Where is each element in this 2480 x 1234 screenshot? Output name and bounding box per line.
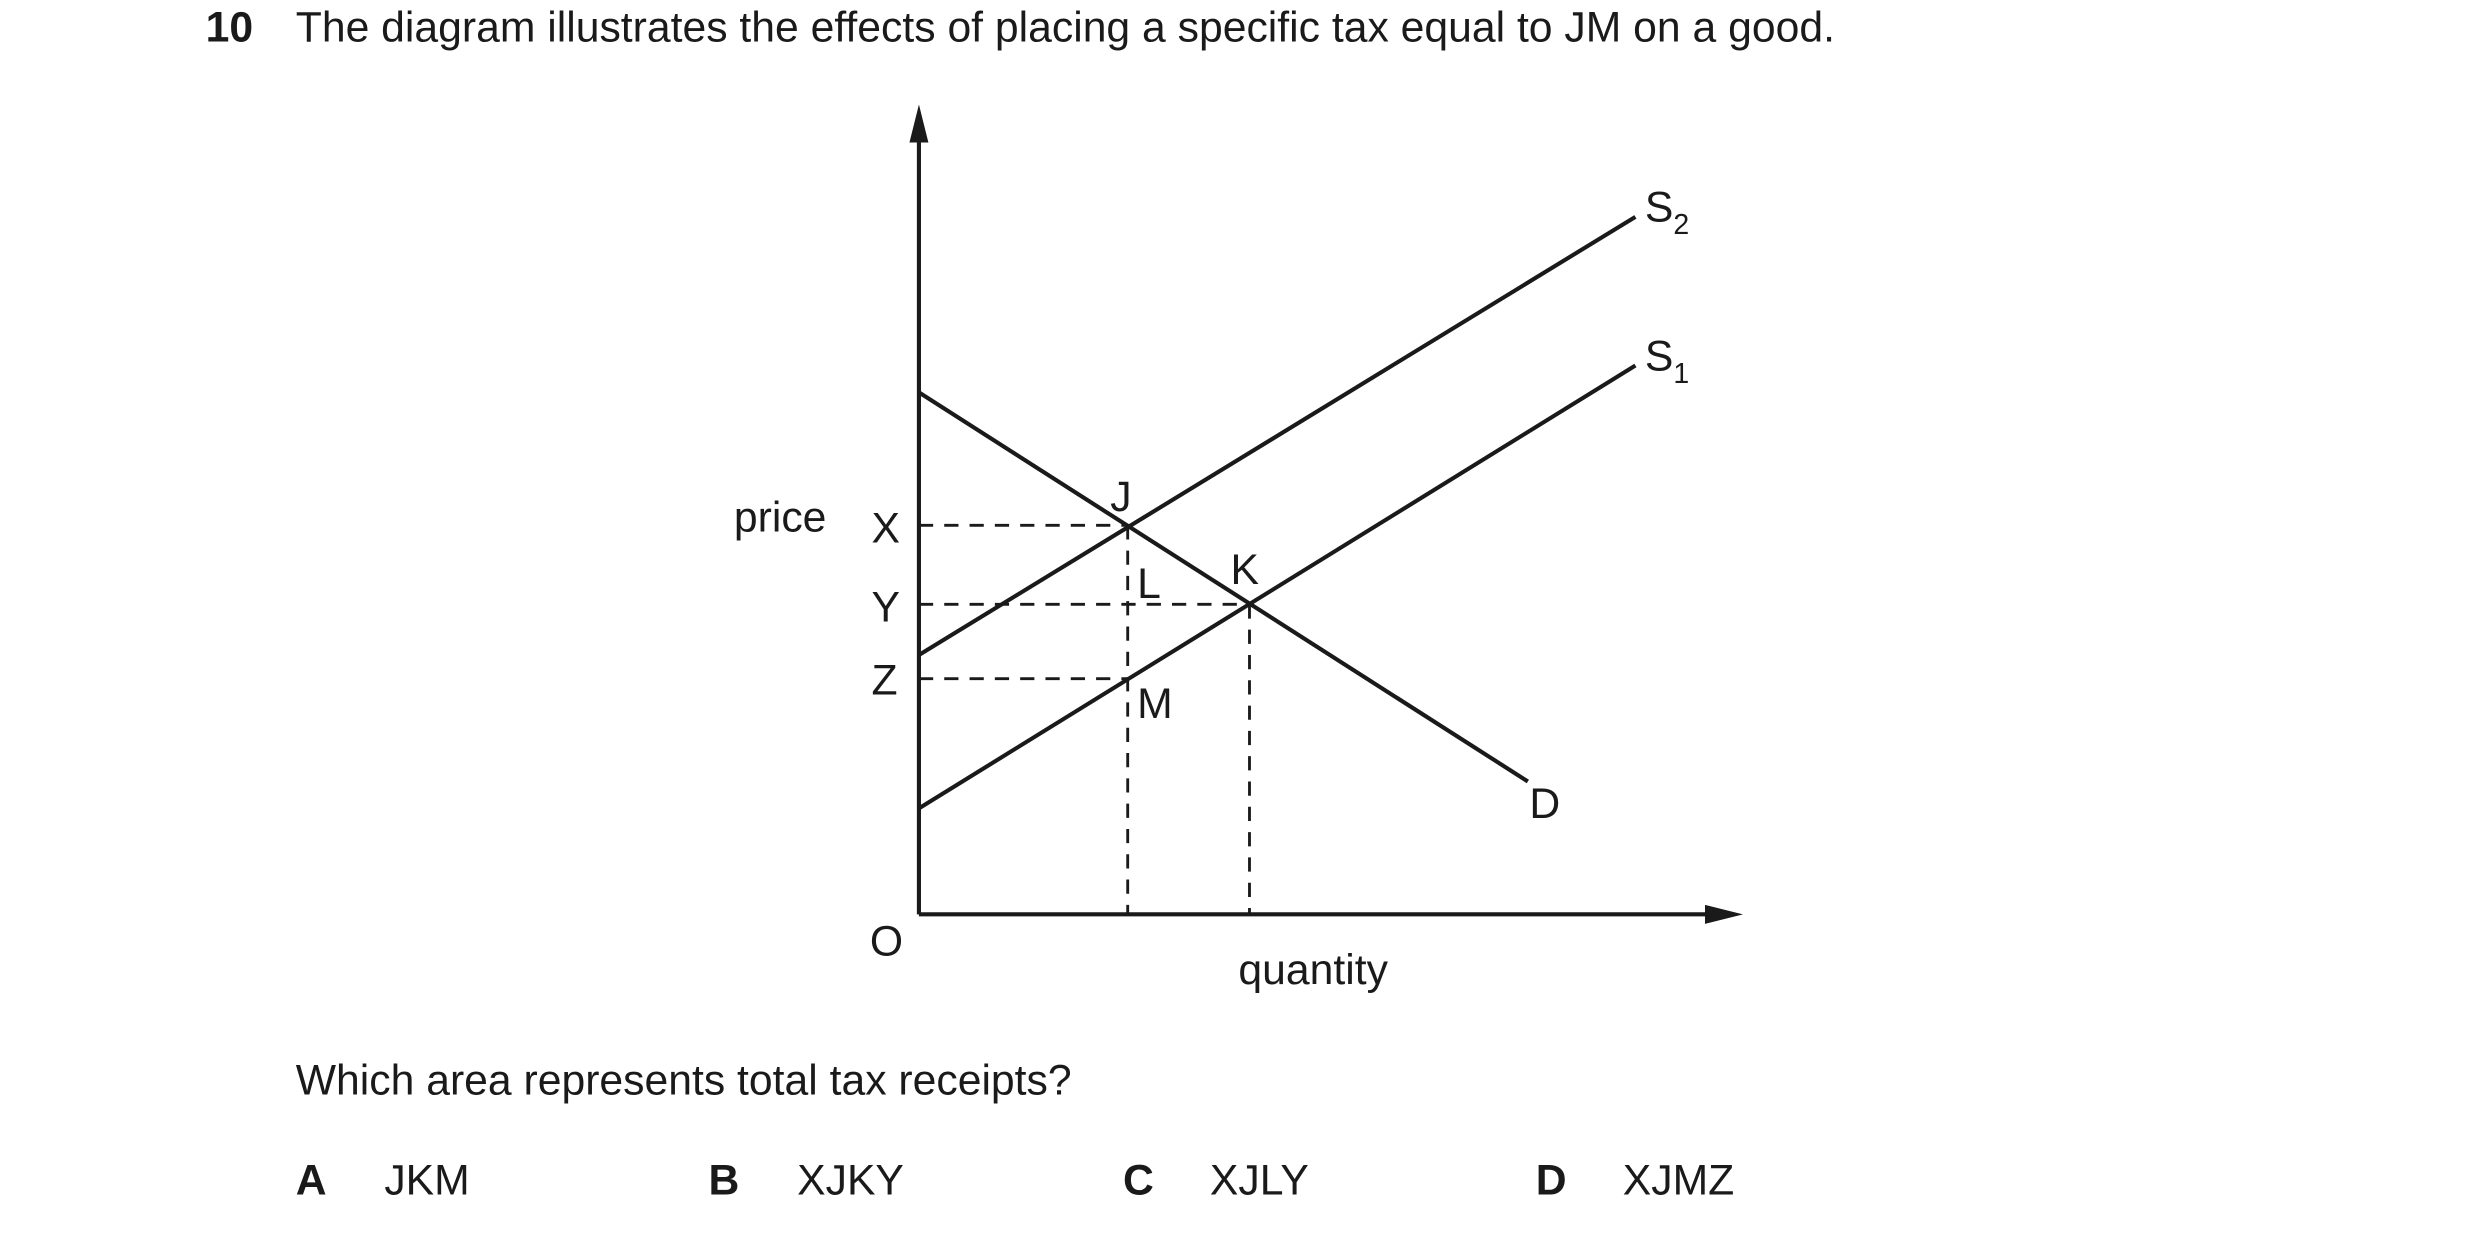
option-text: XJMZ <box>1623 1156 1734 1204</box>
option-text: JKM <box>384 1156 469 1204</box>
option-letter: B <box>709 1156 740 1204</box>
point-label: M <box>1137 680 1173 728</box>
question-stem: The diagram illustrates the effects of p… <box>296 3 1835 51</box>
demand-curve <box>917 390 1529 784</box>
option-text: XJLY <box>1210 1156 1309 1204</box>
question-prompt: Which area represents total tax receipts… <box>296 1057 1072 1105</box>
price-label: Z <box>871 657 897 705</box>
options: A JKM B XJKY C XJLY D XJMZ <box>296 1156 1734 1204</box>
option-text: XJKY <box>797 1156 904 1204</box>
curve-label: D <box>1529 780 1560 828</box>
x-axis-label: quantity <box>1238 946 1388 994</box>
x-axis-arrow <box>1705 904 1743 924</box>
option-letter: C <box>1123 1156 1154 1204</box>
price-label: X <box>871 505 899 553</box>
price-label: Y <box>871 584 899 632</box>
supply-curve-s1 <box>917 363 1637 811</box>
option-letter: D <box>1536 1156 1567 1204</box>
option-letter: A <box>296 1156 327 1204</box>
diagram: price quantity O X Y Z J K L M S2 S1 D <box>734 104 1743 994</box>
origin-label: O <box>870 917 903 965</box>
point-label: K <box>1231 546 1259 594</box>
point-label: J <box>1110 473 1131 521</box>
y-axis-arrow <box>909 104 929 143</box>
question-number: 10 <box>206 3 253 51</box>
curve-label: S2 <box>1645 184 1689 242</box>
y-axis-label: price <box>734 494 827 542</box>
supply-curve-s2 <box>917 215 1637 657</box>
curve-label: S1 <box>1645 332 1689 390</box>
point-label: L <box>1137 560 1161 608</box>
